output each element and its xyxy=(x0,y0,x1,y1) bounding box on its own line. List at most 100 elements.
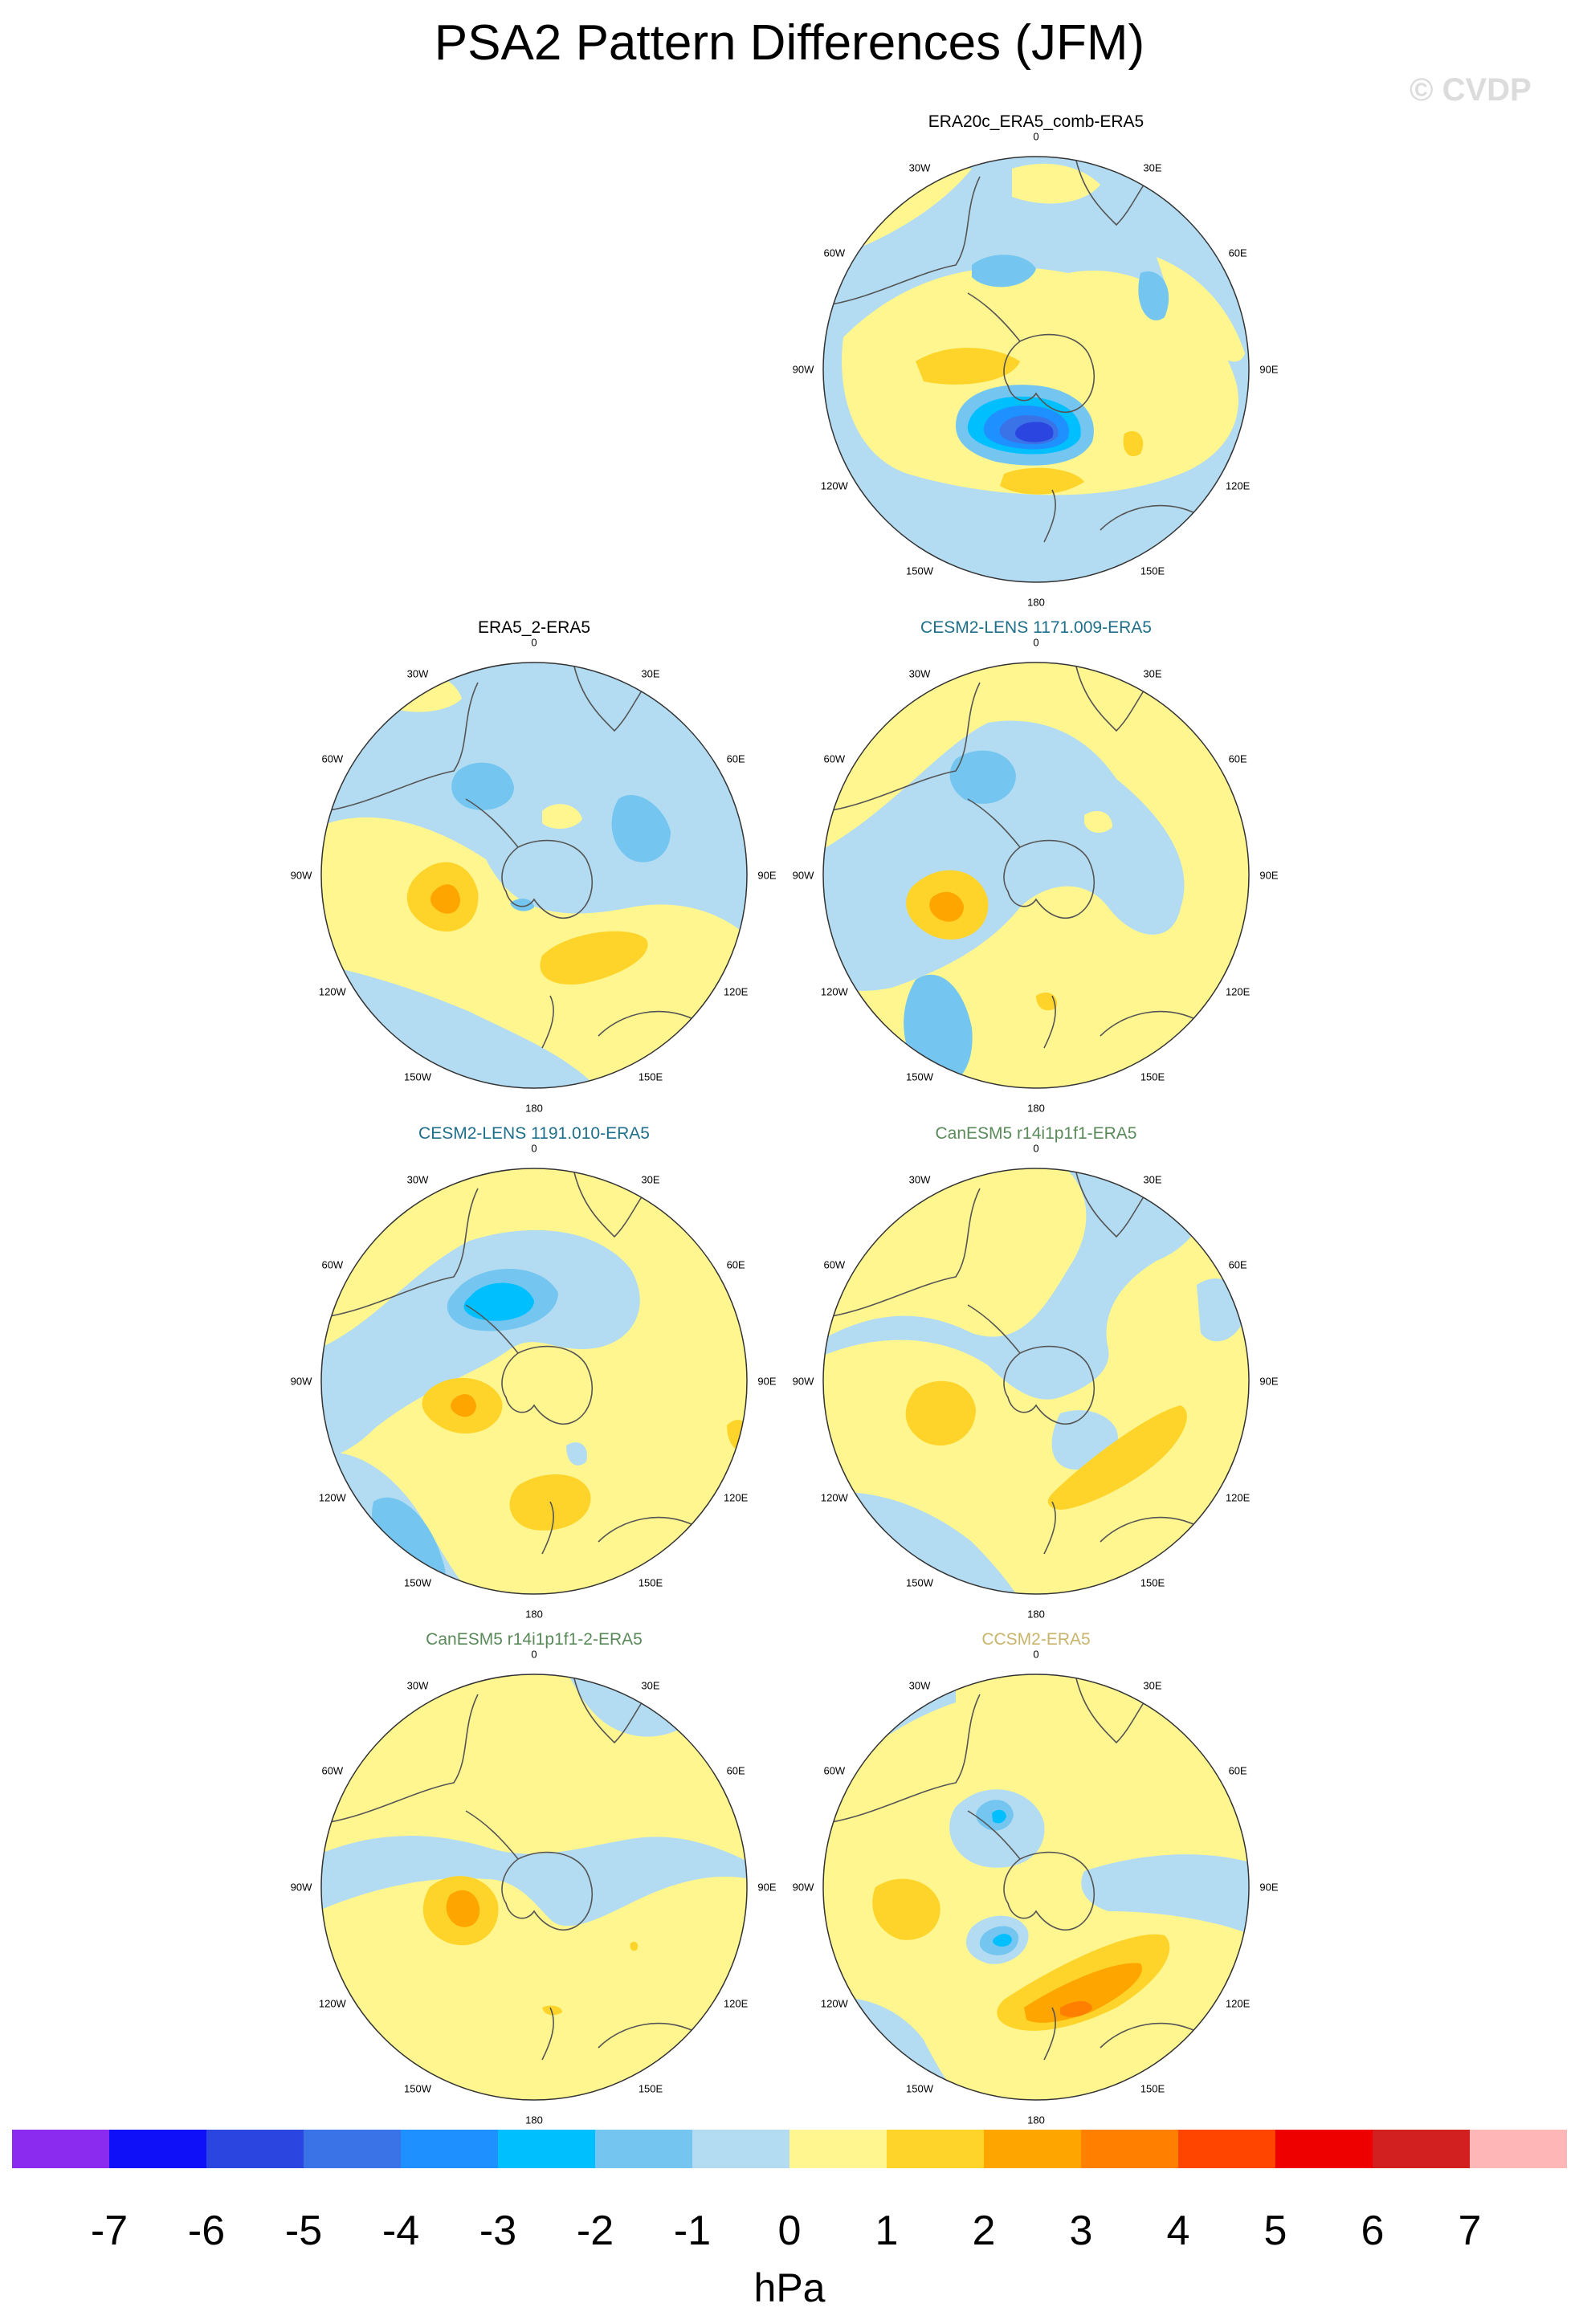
longitude-label: 90E xyxy=(1259,869,1279,882)
contour-region xyxy=(1157,257,1245,362)
contour-region xyxy=(542,804,582,829)
longitude-label: 90E xyxy=(757,1881,777,1894)
coastline xyxy=(501,839,593,919)
contour-region xyxy=(992,1809,1006,1824)
longitude-label: 180 xyxy=(1027,596,1045,609)
map-panel-p4: CESM2-LENS 1191.010-ERA5 0 30E 60E 90E 120E 15… xyxy=(291,1124,777,1621)
colorbar-bar xyxy=(12,2130,1568,2168)
longitude-label: 0 xyxy=(531,636,537,649)
contour-region xyxy=(1084,811,1112,833)
longitude-label: 90E xyxy=(1259,1881,1279,1894)
polar-map xyxy=(822,1674,1250,2101)
coastline xyxy=(967,798,1021,848)
coastline xyxy=(324,1694,479,1824)
coastline xyxy=(1003,333,1095,414)
longitude-label: 0 xyxy=(1033,1142,1039,1155)
longitude-label: 30W xyxy=(908,1173,931,1186)
longitude-label: 60E xyxy=(1228,1764,1247,1777)
longitude-label: 60E xyxy=(1228,247,1247,259)
longitude-label: 150W xyxy=(404,1070,431,1083)
coastline xyxy=(826,1694,981,1824)
contour-region xyxy=(1060,2000,1092,2017)
polar-map xyxy=(822,156,1250,583)
longitude-label: 150W xyxy=(404,1576,431,1589)
longitude-label: 150W xyxy=(906,2082,933,2095)
longitude-label: 60W xyxy=(321,1258,344,1271)
longitude-label: 90W xyxy=(290,869,312,882)
figure-title: PSA2 Pattern Differences (JFM) xyxy=(434,15,1145,71)
longitude-label: 0 xyxy=(531,1648,537,1661)
contour-region xyxy=(859,677,916,710)
panel-title: CanESM5 r14i1p1f1-ERA5 xyxy=(935,1124,1137,1143)
colorbar-segment xyxy=(1178,2130,1276,2168)
colorbar-tick-label: 5 xyxy=(1263,2208,1287,2254)
colorbar-segment xyxy=(1373,2130,1471,2168)
colorbar-segment xyxy=(692,2130,790,2168)
coastline xyxy=(465,1810,519,1860)
longitude-label: 180 xyxy=(525,1608,543,1621)
longitude-label: 0 xyxy=(1033,636,1039,649)
coastline xyxy=(1043,2007,1056,2061)
colorbar-tick-label: 2 xyxy=(972,2208,996,2254)
contour-region xyxy=(993,1934,1012,1947)
coastline xyxy=(324,682,479,812)
contour-region xyxy=(1081,1854,1249,1935)
contour-region xyxy=(949,750,1016,804)
contour-region xyxy=(321,1229,640,1457)
contour-region xyxy=(1036,992,1057,1011)
colorbar-tick-label: -3 xyxy=(479,2208,517,2254)
coastline xyxy=(465,1304,519,1354)
contour-region xyxy=(1015,422,1054,442)
colorbar-segment xyxy=(109,2130,207,2168)
colorbar-segment xyxy=(984,2130,1082,2168)
longitude-label: 90W xyxy=(792,869,814,882)
map-boundary xyxy=(320,1168,748,1595)
colorbar-segment xyxy=(12,2130,110,2168)
longitude-label: 0 xyxy=(1033,130,1039,143)
contour-region xyxy=(823,1168,1206,1400)
coastline xyxy=(826,1188,981,1318)
watermark: © CVDP xyxy=(1410,72,1532,108)
longitude-label: 150E xyxy=(1140,1070,1165,1083)
coastline xyxy=(1043,1501,1056,1555)
contour-region xyxy=(823,369,1249,582)
coastline xyxy=(501,1345,593,1425)
longitude-label: 60W xyxy=(823,247,846,259)
colorbar-segment xyxy=(595,2130,693,2168)
contour-region xyxy=(1024,1963,1142,2023)
contour-region xyxy=(540,931,648,985)
longitude-label: 0 xyxy=(1033,1648,1039,1661)
longitude-label: 30W xyxy=(908,161,931,174)
longitude-label: 60W xyxy=(823,1258,846,1271)
contour-region xyxy=(872,1878,940,1940)
longitude-label: 30W xyxy=(406,667,429,680)
colorbar-segment xyxy=(1081,2130,1179,2168)
longitude-label: 150E xyxy=(1140,565,1165,577)
longitude-label: 150W xyxy=(906,565,933,577)
longitude-label: 150W xyxy=(404,2082,431,2095)
colorbar-segment xyxy=(1470,2130,1568,2168)
longitude-label: 60E xyxy=(1228,752,1247,765)
longitude-label: 120E xyxy=(1225,479,1251,492)
colorbar-tick-label: 4 xyxy=(1166,2208,1190,2254)
map-panel-p2: ERA5_2-ERA5 0 30E 60E 90E 120E 150E 180 150W 120W… xyxy=(291,618,777,1115)
map-boundary xyxy=(822,662,1250,1089)
longitude-label: 90W xyxy=(792,363,814,376)
contour-region xyxy=(916,348,1020,385)
longitude-label: 120W xyxy=(820,479,848,492)
longitude-label: 180 xyxy=(525,1102,543,1115)
coastline xyxy=(1003,839,1095,919)
coastline xyxy=(967,292,1021,342)
contour-region xyxy=(929,891,964,922)
longitude-label: 30E xyxy=(1143,667,1162,680)
contour-region xyxy=(463,1282,534,1321)
longitude-label: 0 xyxy=(531,1142,537,1155)
colorbar-tick-label: 3 xyxy=(1069,2208,1093,2254)
map-boundary xyxy=(320,1674,748,2101)
polar-map xyxy=(822,1168,1250,1595)
contour-region xyxy=(611,794,671,862)
longitude-label: 60W xyxy=(321,1764,344,1777)
contour-region xyxy=(451,762,514,810)
colorbar xyxy=(12,2130,1568,2242)
longitude-label: 120W xyxy=(820,1491,848,1504)
